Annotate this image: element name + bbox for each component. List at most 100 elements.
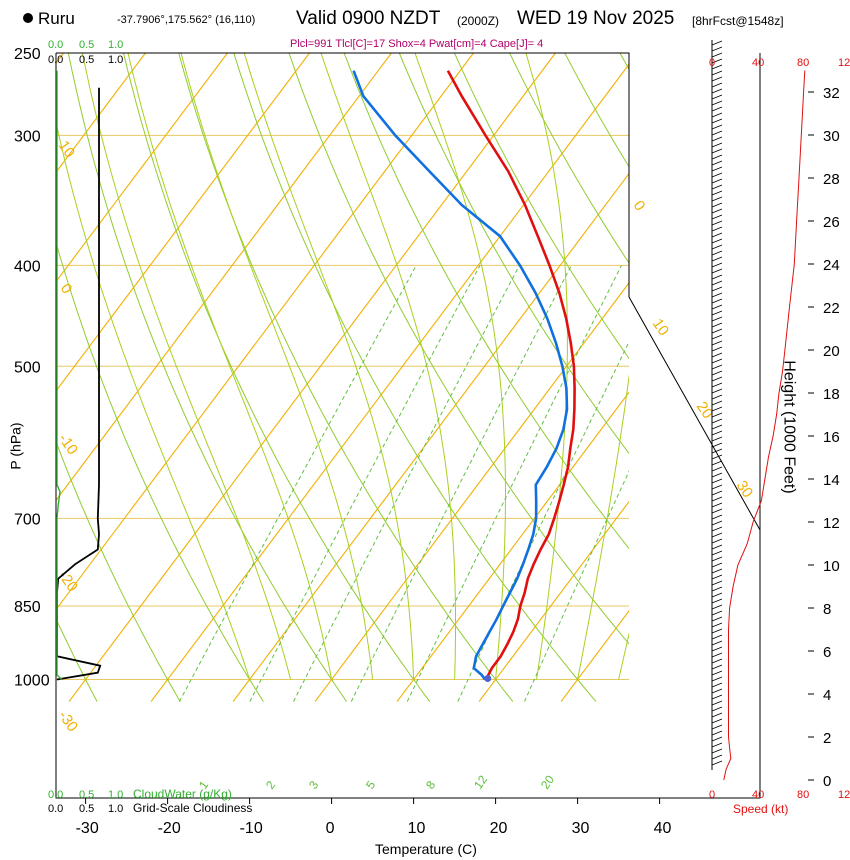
moist-adiabat	[56, 120, 251, 680]
speed-tick: 120	[838, 57, 850, 69]
mixing-ratio-line	[524, 470, 629, 702]
x-tick-label: -30	[76, 820, 99, 837]
wind-barb	[711, 268, 723, 274]
mixing-ratio-line	[178, 265, 417, 702]
wind-barb	[711, 616, 723, 622]
wind-barb	[711, 274, 723, 280]
wind-barb	[711, 718, 723, 724]
wind-barb	[711, 334, 723, 340]
y-axis-label: P (hPa)	[7, 422, 24, 470]
wind-barb	[711, 310, 723, 316]
wind-barb	[711, 688, 723, 694]
wind-barb	[711, 640, 723, 646]
speed-line	[723, 70, 806, 781]
wind-barb	[711, 418, 723, 424]
wind-barb	[711, 610, 723, 616]
wind-barb	[711, 574, 723, 580]
isotherm-label: 10	[649, 316, 672, 339]
wind-barb	[711, 538, 723, 544]
cloud-water-tick: 0.5	[79, 39, 94, 51]
speed-tick: 80	[797, 57, 809, 69]
height-tick-label: 4	[823, 687, 831, 704]
height-tick-label: 30	[823, 128, 840, 145]
wind-barb	[711, 658, 723, 664]
height-tick-label: 22	[823, 300, 840, 317]
wind-barb	[711, 142, 723, 148]
wind-barb	[711, 448, 723, 454]
wind-barb	[711, 676, 723, 682]
cloud-water-tick: 0.5	[79, 789, 94, 801]
wind-barb	[711, 190, 723, 196]
wind-barb	[711, 580, 723, 586]
height-tick-label: 28	[823, 171, 840, 188]
wind-barb	[711, 712, 723, 718]
wind-barb	[711, 220, 723, 226]
wind-barb	[711, 388, 723, 394]
cloud-water-tick: 1.0	[108, 39, 123, 51]
mixing-ratio-label: 2	[263, 778, 278, 792]
wind-barb	[711, 328, 723, 334]
wind-barb	[711, 472, 723, 478]
wind-barb	[711, 232, 723, 238]
wind-barb	[711, 250, 723, 256]
isotherm-line	[396, 391, 629, 702]
wind-barb	[711, 46, 723, 52]
mixing-ratio-line	[457, 340, 629, 702]
mixing-ratio-label: 12	[471, 772, 490, 791]
wind-barb	[711, 244, 723, 250]
height-tick-label: 24	[823, 257, 840, 274]
isotherm-label: 0	[57, 281, 76, 298]
x-tick-label: 40	[654, 820, 672, 837]
wind-barb	[711, 628, 723, 634]
wind-barb	[711, 70, 723, 76]
height-tick-label: 32	[823, 85, 840, 102]
pressure-tick-label: 1000	[14, 673, 50, 690]
wind-barb	[711, 40, 723, 46]
wind-barb	[711, 238, 723, 244]
pressure-tick-label: 250	[14, 46, 41, 63]
station-name: Ruru	[38, 9, 75, 28]
wind-barb	[711, 586, 723, 592]
wind-barb	[711, 556, 723, 562]
wind-barb	[711, 478, 723, 484]
wind-barb	[711, 64, 723, 70]
grid-lines	[56, 53, 629, 702]
wind-barb	[711, 316, 723, 322]
height-tick-label: 20	[823, 343, 840, 360]
valid-time-utc: (2000Z)	[457, 14, 500, 28]
dry-adiabat	[564, 53, 629, 168]
isotherm-line	[478, 500, 629, 702]
isotherm-line	[314, 282, 629, 702]
isotherm-line	[68, 53, 556, 702]
wind-barb	[711, 160, 723, 166]
dry-adiabat	[178, 53, 514, 702]
wind-barb	[711, 634, 723, 640]
cloudiness-tick: 0.5	[79, 54, 94, 66]
wind-barb	[711, 88, 723, 94]
isotherm-line	[56, 53, 310, 392]
wind-barb	[711, 286, 723, 292]
height-tick-label: 6	[823, 644, 831, 661]
wind-barb	[711, 742, 723, 748]
mixing-ratio-label: 20	[538, 772, 557, 791]
station-coords: -37.7906°,175.562° (16,110)	[117, 14, 256, 26]
wind-barb	[711, 598, 723, 604]
wind-barb	[711, 490, 723, 496]
wind-barb	[711, 562, 723, 568]
wind-barb	[711, 502, 723, 508]
surface-parcel-marker	[484, 675, 492, 683]
isotherm-line	[560, 610, 629, 702]
isotherm-line	[56, 53, 228, 283]
wind-barb	[711, 412, 723, 418]
wind-barb	[711, 442, 723, 448]
dry-adiabat	[288, 53, 629, 645]
wind-barb	[711, 370, 723, 376]
cloud-water-label: CloudWater (g/Kg)	[133, 787, 232, 801]
height-tick-label: 14	[823, 472, 840, 489]
moist-adiabat	[618, 631, 629, 680]
wind-barb	[711, 262, 723, 268]
speed-tick: 0	[709, 57, 715, 69]
mixing-ratio-line	[293, 265, 520, 702]
wind-barb	[711, 544, 723, 550]
dry-adiabat	[398, 53, 629, 455]
